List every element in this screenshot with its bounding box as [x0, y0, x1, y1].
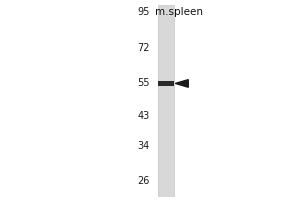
- Text: 26: 26: [138, 176, 150, 186]
- Text: 34: 34: [138, 141, 150, 151]
- Text: m.spleen: m.spleen: [155, 7, 203, 17]
- Text: 43: 43: [138, 111, 150, 121]
- Polygon shape: [175, 80, 188, 87]
- Bar: [158, 5, 174, 197]
- Text: 55: 55: [137, 78, 150, 88]
- Bar: [158, 81, 174, 86]
- Text: 72: 72: [137, 43, 150, 53]
- Text: 95: 95: [138, 7, 150, 17]
